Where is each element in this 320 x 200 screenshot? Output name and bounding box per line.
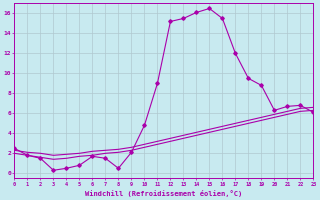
X-axis label: Windchill (Refroidissement éolien,°C): Windchill (Refroidissement éolien,°C): [85, 190, 243, 197]
